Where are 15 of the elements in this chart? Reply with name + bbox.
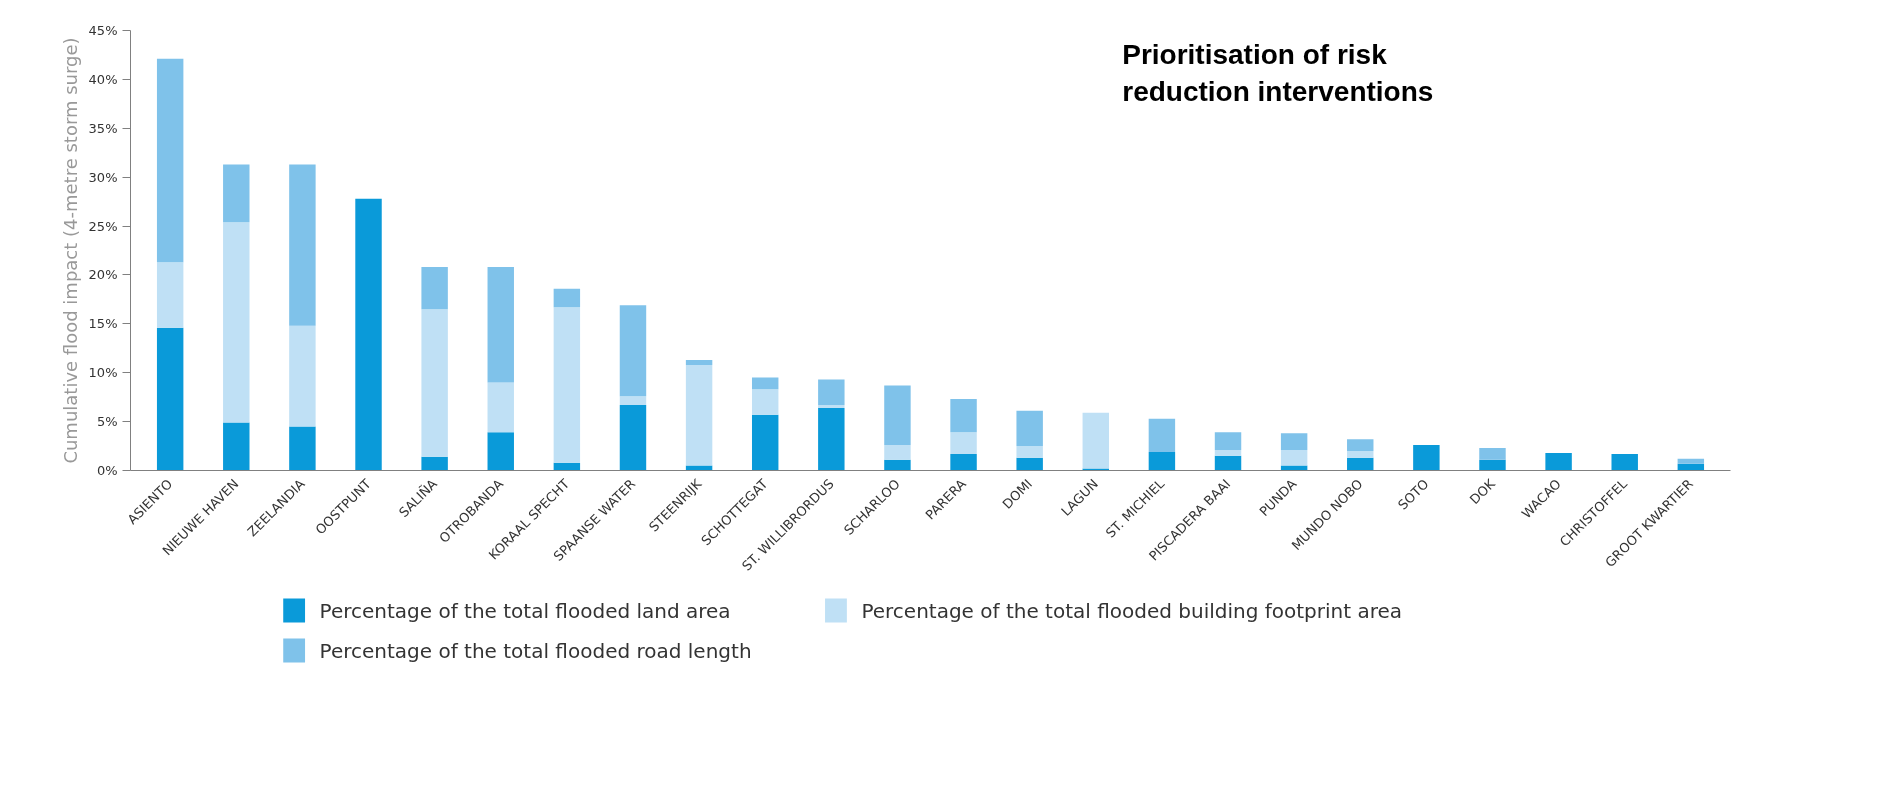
y-tick-label: 5% [96,414,118,430]
y-tick-label: 10% [88,365,118,381]
y-tick-label: 0% [96,463,118,478]
y-tick-label: 20% [88,267,118,283]
y-tick-label: 25% [88,218,118,234]
text: Prioritisation of risk reduction interventions [1122,39,1434,108]
y-tick-label: 15% [88,316,118,332]
y-tick-label: 35% [88,120,118,136]
legend-label: Percentage of the total flooded building footprint area [861,598,1403,623]
legend-label: Percentage of the total flooded land area [319,598,731,623]
legend-label: Percentage of the total flooded road length [319,638,752,663]
y-tick-label: 40% [88,71,118,87]
y-axis-title: Cumulative flood impact (4-metre storm surge) [59,37,81,464]
y-tick-label: 45% [88,23,118,38]
y-tick-label: 30% [88,169,118,185]
